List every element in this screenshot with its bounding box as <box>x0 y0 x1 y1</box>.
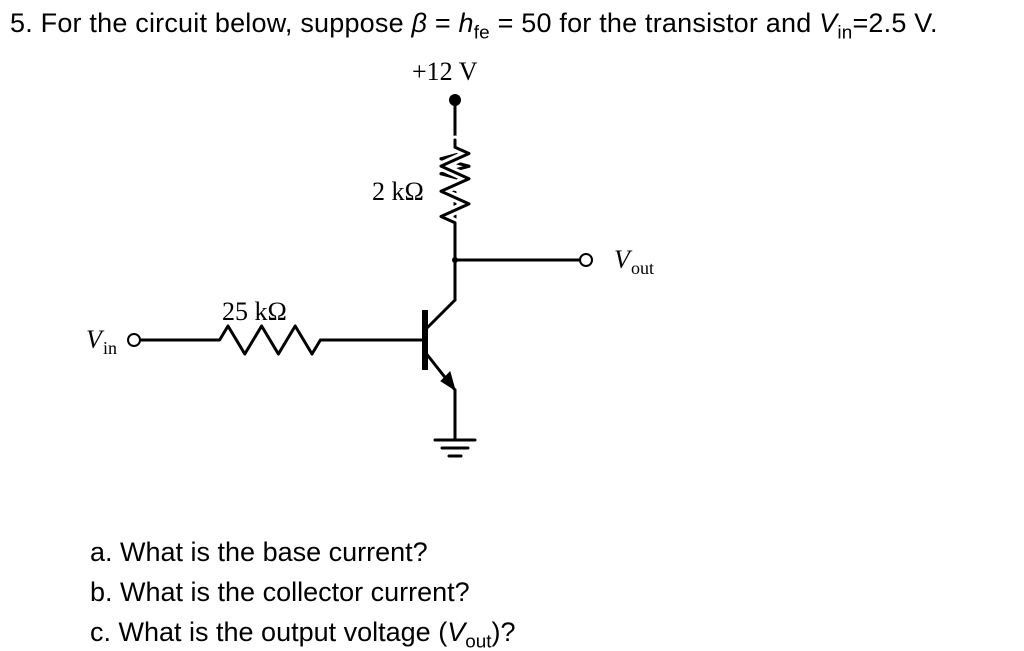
svg-text:2 kΩ: 2 kΩ <box>372 177 424 206</box>
svg-text:out: out <box>631 258 654 278</box>
question-b: b. What is the collector current? <box>90 572 515 612</box>
question-c: c. What is the output voltage (Vout)? <box>90 612 515 651</box>
questions-list: a. What is the base current? b. What is … <box>90 532 515 651</box>
question-a: a. What is the base current? <box>90 532 515 572</box>
svg-text:in: in <box>103 338 117 358</box>
svg-text:25 kΩ: 25 kΩ <box>222 297 287 326</box>
svg-text:+12 V: +12 V <box>412 57 478 86</box>
